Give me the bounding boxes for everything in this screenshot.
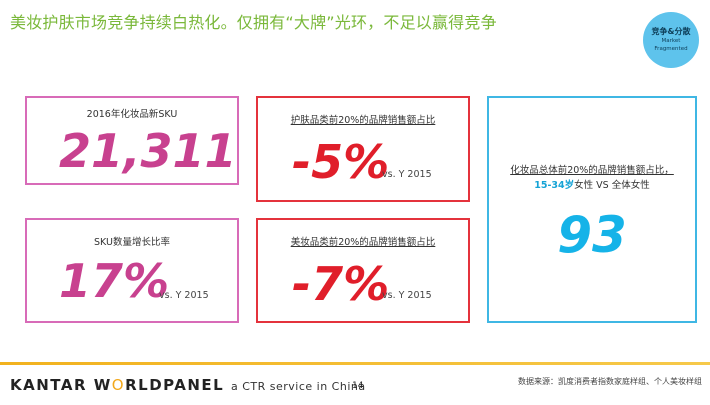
footer-divider — [0, 362, 710, 365]
cosmetics-women-label: 化妆品总体前20%的品牌销售额占比， — [510, 165, 674, 176]
logo-text-a: KANTAR W — [10, 376, 112, 394]
age-highlight: 15-34岁 — [534, 180, 575, 191]
page-title: 美妆护肤市场竞争持续白热化。仅拥有“大牌”光环，不足以赢得竞争 — [10, 13, 497, 32]
makeup-top20-card: 美妆品类前20%的品牌销售额占比 -7% vs. Y 2015 — [256, 218, 470, 323]
sku-growth-card: SKU数量增长比率 17% vs. Y 2015 — [25, 218, 239, 323]
skincare-top20-card: 护肤品类前20%的品牌销售额占比 -5% vs. Y 2015 — [256, 96, 470, 202]
badge-sub2: Fragmented — [654, 46, 688, 52]
makeup-top20-label: 美妆品类前20%的品牌销售额占比 — [290, 237, 436, 248]
new-sku-label: 2016年化妆品新SKU — [86, 109, 178, 120]
makeup-top20-compare: vs. Y 2015 — [382, 290, 432, 301]
skincare-top20-value: -5% — [292, 135, 390, 189]
badge-title: 竞争&分散 — [651, 27, 691, 36]
skincare-top20-label: 护肤品类前20%的品牌销售额占比 — [290, 115, 436, 126]
skincare-top20-compare: vs. Y 2015 — [382, 169, 432, 180]
page-number: 14 — [352, 381, 364, 391]
sku-growth-compare: vs. Y 2015 — [159, 290, 209, 301]
new-sku-value: 21,311 — [59, 124, 237, 178]
cosmetics-women-card: 化妆品总体前20%的品牌销售额占比， 15-34岁女性 VS 全体女性 93 — [487, 96, 697, 323]
cosmetics-women-label-rest: 女性 VS 全体女性 — [574, 180, 650, 191]
logo-text-b: RLDPANEL — [125, 376, 225, 394]
cosmetics-women-value: 93 — [557, 206, 627, 264]
kantar-logo: KANTAR WORLDPANEL a CTR service in China — [10, 376, 366, 394]
makeup-top20-value: -7% — [292, 257, 390, 311]
badge-sub1: Market — [661, 38, 681, 44]
new-sku-card: 2016年化妆品新SKU 21,311 — [25, 96, 239, 185]
sku-growth-value: 17% — [59, 254, 170, 308]
data-source: 数据来源：凯度消费者指数家庭样组、个人美妆样组 — [518, 377, 702, 386]
logo-o: O — [111, 376, 126, 394]
logo-sub: a CTR service in China — [230, 380, 366, 393]
cosmetics-women-label-2: 15-34岁女性 VS 全体女性 — [489, 177, 695, 191]
market-fragmented-badge: 竞争&分散 Market Fragmented — [643, 12, 699, 68]
sku-growth-label: SKU数量增长比率 — [94, 237, 170, 248]
